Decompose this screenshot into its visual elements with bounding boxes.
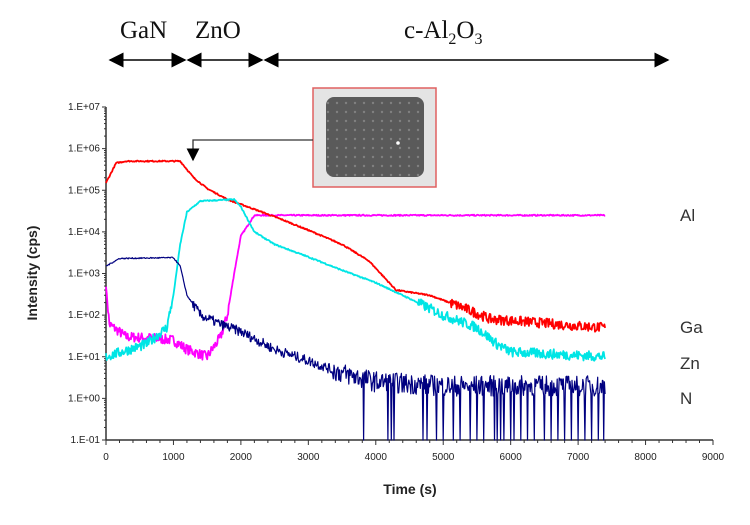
series-line-n <box>106 256 606 441</box>
y-tick-label: 1.E+05 <box>68 185 100 196</box>
series-label-n: N <box>680 389 692 408</box>
x-tick-label: 8000 <box>634 452 657 463</box>
series-group <box>105 159 606 441</box>
y-tick-label: 1.E+01 <box>68 352 100 363</box>
series-label-ga: Ga <box>680 318 703 337</box>
y-tick-label: 1.E-01 <box>71 435 101 446</box>
region-label-al2o3: c-Al2O3 <box>404 17 482 48</box>
region-label-zno: ZnO <box>195 17 241 44</box>
region-label-gan: GaN <box>120 17 167 44</box>
x-axis-title: Time (s) <box>383 481 436 497</box>
x-tick-label: 7000 <box>567 452 590 463</box>
series-line-ga <box>105 159 606 333</box>
x-tick-label: 3000 <box>297 452 320 463</box>
x-tick-label: 4000 <box>365 452 388 463</box>
inset-pointer-arrow <box>186 139 313 162</box>
y-axis-title: Intensity (cps) <box>24 226 40 321</box>
y-tick-label: 1.E+07 <box>68 102 100 113</box>
y-tick-label: 1.E+04 <box>68 227 100 238</box>
series-line-zn <box>105 198 606 362</box>
series-line-al <box>105 213 606 361</box>
x-tick-label: 0 <box>103 452 109 463</box>
series-label-zn: Zn <box>680 354 700 373</box>
x-tick-label: 5000 <box>432 452 455 463</box>
series-label-al: Al <box>680 206 695 225</box>
y-tick-label: 1.E+00 <box>68 393 100 404</box>
y-tick-label: 1.E+02 <box>68 310 100 321</box>
axes: 0 1000 2000 3000 4000 5000 6000 7000 8000 9000 1.E… <box>68 102 725 463</box>
x-tick-label: 9000 <box>702 452 725 463</box>
x-tick-label: 6000 <box>500 452 523 463</box>
y-tick-label: 1.E+06 <box>68 144 100 155</box>
y-tick-label: 1.E+03 <box>68 269 100 280</box>
x-tick-label: 1000 <box>162 452 185 463</box>
x-tick-label: 2000 <box>230 452 253 463</box>
sem-inset-image <box>312 87 437 188</box>
